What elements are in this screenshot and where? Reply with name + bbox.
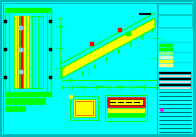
Bar (159, 81, 191, 83)
Bar (158, 15, 192, 27)
Bar (159, 48, 173, 51)
Bar (5, 106, 25, 111)
Bar (158, 4, 192, 14)
Bar (159, 78, 191, 80)
Bar (4, 48, 7, 51)
Bar (5, 8, 51, 12)
Bar (14, 16, 30, 88)
Circle shape (19, 70, 23, 74)
Bar (19, 16, 23, 88)
Circle shape (19, 26, 23, 30)
Bar (107, 108, 145, 113)
Bar (118, 28, 122, 32)
Bar (90, 42, 94, 46)
Bar (159, 60, 173, 63)
Bar (159, 87, 191, 89)
Circle shape (70, 95, 73, 99)
Bar (73, 99, 95, 117)
Bar (4, 76, 7, 79)
Circle shape (161, 109, 163, 111)
Bar (126, 32, 131, 36)
Bar (107, 97, 145, 107)
Bar (49, 76, 52, 79)
Bar (159, 52, 173, 55)
Bar (9, 12, 47, 92)
Bar (159, 72, 191, 74)
Bar (159, 64, 173, 67)
Bar (159, 44, 173, 47)
Bar (109, 99, 143, 105)
Bar (105, 95, 147, 121)
Bar (5, 98, 45, 104)
Bar (159, 75, 191, 77)
Bar (159, 84, 191, 86)
Bar (75, 101, 93, 115)
Bar (5, 92, 51, 96)
Bar (13, 16, 43, 88)
Bar (70, 96, 98, 120)
Bar (4, 20, 7, 23)
Polygon shape (62, 18, 155, 78)
Bar (107, 113, 145, 117)
Circle shape (19, 48, 23, 52)
Bar (49, 20, 52, 23)
Bar (5, 8, 51, 96)
Bar (159, 56, 173, 59)
Bar (49, 48, 52, 51)
Bar (157, 3, 193, 134)
